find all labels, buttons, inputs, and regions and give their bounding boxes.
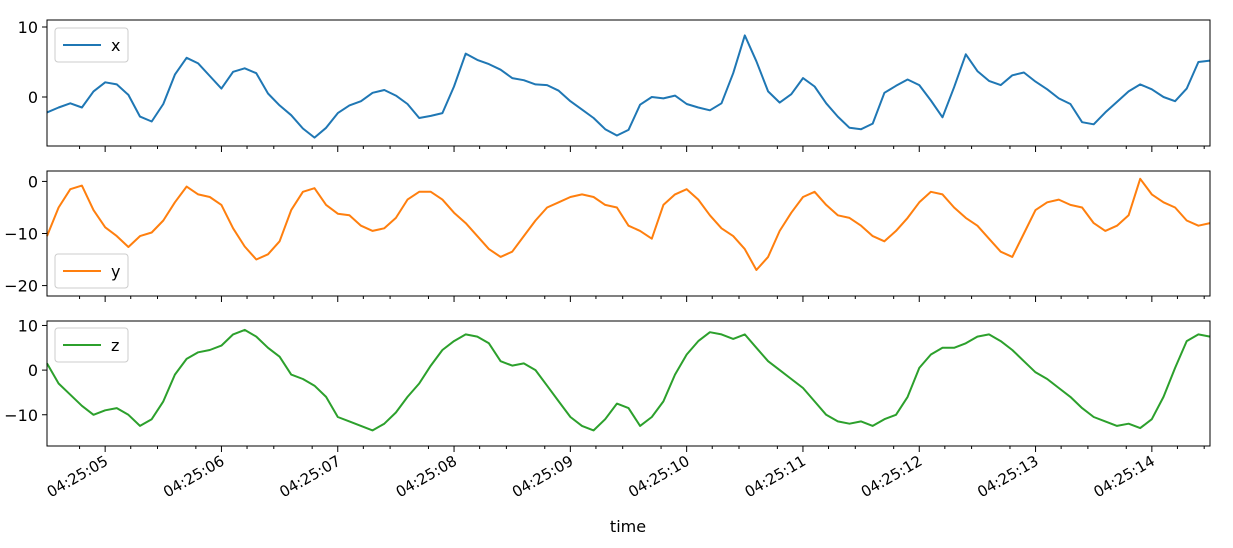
line-series-x xyxy=(46,34,1211,139)
y-tick-label: 0 xyxy=(28,172,38,191)
subplot-y: 0 −10 −20 y xyxy=(4,170,1211,302)
y-axis-y: 0 −10 −20 xyxy=(4,172,47,296)
legend-label-z: z xyxy=(111,336,119,355)
y-tick-label: 0 xyxy=(28,88,38,107)
plot-frame-z xyxy=(46,320,1211,447)
x-axis-title: time xyxy=(610,517,646,536)
plot-area-z xyxy=(46,328,1211,432)
legend-label-y: y xyxy=(111,262,120,281)
x-ticks-y xyxy=(79,296,1205,302)
legend-z: z xyxy=(54,327,129,363)
line-series-z xyxy=(46,328,1211,432)
y-tick-label: −10 xyxy=(4,225,38,244)
plot-area-x xyxy=(46,34,1211,139)
legend-label-x: x xyxy=(111,36,120,55)
y-tick-label: 10 xyxy=(18,18,38,37)
y-axis-z: 10 0 −10 xyxy=(4,316,47,425)
y-tick-label: −10 xyxy=(4,406,38,425)
y-tick-label: −20 xyxy=(4,277,38,296)
y-axis-x: 0 10 xyxy=(18,18,47,107)
line-series-y xyxy=(46,177,1211,271)
x-ticks-x xyxy=(79,146,1205,152)
legend-x: x xyxy=(54,27,129,63)
legend-y: y xyxy=(54,253,129,289)
plot-area-y xyxy=(46,177,1211,271)
plot-frame-x xyxy=(46,19,1211,147)
subplot-x: 0 10 x xyxy=(18,18,1211,152)
y-tick-label: 10 xyxy=(18,316,38,335)
y-tick-label: 0 xyxy=(28,361,38,380)
